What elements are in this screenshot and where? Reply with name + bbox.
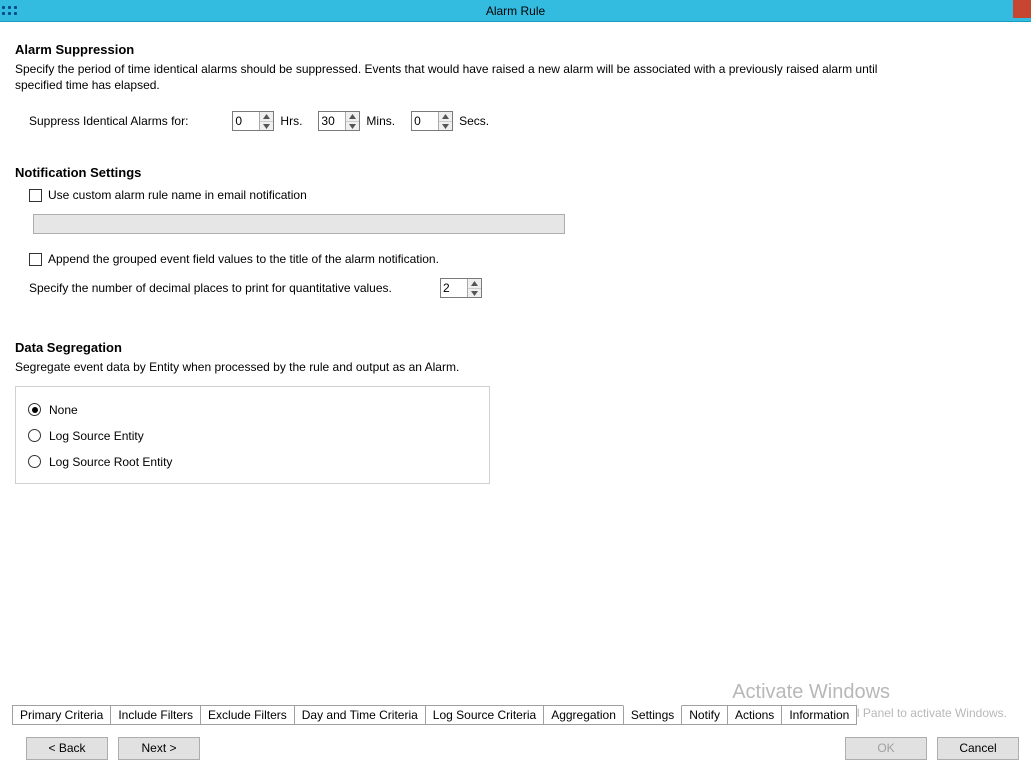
cancel-button[interactable]: Cancel: [937, 737, 1019, 760]
content-area: Alarm Suppression Specify the period of …: [0, 22, 1031, 706]
append-checkbox[interactable]: [29, 253, 42, 266]
mins-up-icon[interactable]: [346, 112, 359, 122]
custom-name-checkbox[interactable]: [29, 189, 42, 202]
suppression-description: Specify the period of time identical ala…: [15, 61, 895, 93]
secs-spinner[interactable]: [411, 111, 453, 131]
suppress-row: Suppress Identical Alarms for: Hrs. Mins…: [29, 111, 1016, 131]
tab-aggregation[interactable]: Aggregation: [543, 705, 624, 725]
tab-settings[interactable]: Settings: [623, 705, 682, 725]
close-icon[interactable]: [1013, 0, 1031, 18]
titlebar: Alarm Rule: [0, 0, 1031, 22]
window-title: Alarm Rule: [0, 4, 1031, 18]
custom-name-label: Use custom alarm rule name in email noti…: [48, 188, 307, 202]
hrs-spinner[interactable]: [232, 111, 274, 131]
decimal-input[interactable]: [441, 279, 467, 297]
mins-spinner[interactable]: [318, 111, 360, 131]
append-label: Append the grouped event field values to…: [48, 252, 439, 266]
segregation-box: None Log Source Entity Log Source Root E…: [15, 386, 490, 484]
tab-include-filters[interactable]: Include Filters: [110, 705, 201, 725]
custom-name-input: [33, 214, 565, 234]
back-button[interactable]: < Back: [26, 737, 108, 760]
suppress-label: Suppress Identical Alarms for:: [29, 114, 188, 128]
notification-heading: Notification Settings: [15, 165, 1016, 180]
button-bar: < Back Next > OK Cancel: [0, 732, 1031, 764]
hrs-down-icon[interactable]: [260, 122, 273, 131]
tab-information[interactable]: Information: [781, 705, 857, 725]
segregation-description: Segregate event data by Entity when proc…: [15, 359, 895, 375]
hrs-up-icon[interactable]: [260, 112, 273, 122]
hrs-input[interactable]: [233, 112, 259, 130]
suppression-heading: Alarm Suppression: [15, 42, 1016, 57]
secs-unit: Secs.: [459, 114, 489, 128]
mins-input[interactable]: [319, 112, 345, 130]
tab-log-source-criteria[interactable]: Log Source Criteria: [425, 705, 544, 725]
hrs-unit: Hrs.: [280, 114, 302, 128]
secs-up-icon[interactable]: [439, 112, 452, 122]
ok-button: OK: [845, 737, 927, 760]
radio-entity-label: Log Source Entity: [49, 429, 144, 443]
decimal-label: Specify the number of decimal places to …: [29, 281, 434, 295]
tab-primary-criteria[interactable]: Primary Criteria: [12, 705, 111, 725]
decimal-spinner[interactable]: [440, 278, 482, 298]
tab-day-and-time-criteria[interactable]: Day and Time Criteria: [294, 705, 426, 725]
radio-none-label: None: [49, 403, 78, 417]
segregation-heading: Data Segregation: [15, 340, 1016, 355]
secs-input[interactable]: [412, 112, 438, 130]
secs-down-icon[interactable]: [439, 122, 452, 131]
radio-root[interactable]: [28, 455, 41, 468]
tab-notify[interactable]: Notify: [681, 705, 728, 725]
mins-unit: Mins.: [366, 114, 395, 128]
decimal-up-icon[interactable]: [468, 279, 481, 289]
tab-strip: Primary CriteriaInclude FiltersExclude F…: [12, 705, 856, 725]
mins-down-icon[interactable]: [346, 122, 359, 131]
radio-root-label: Log Source Root Entity: [49, 455, 172, 469]
tab-exclude-filters[interactable]: Exclude Filters: [200, 705, 295, 725]
radio-entity[interactable]: [28, 429, 41, 442]
next-button[interactable]: Next >: [118, 737, 200, 760]
decimal-down-icon[interactable]: [468, 289, 481, 298]
radio-none[interactable]: [28, 403, 41, 416]
tab-actions[interactable]: Actions: [727, 705, 782, 725]
